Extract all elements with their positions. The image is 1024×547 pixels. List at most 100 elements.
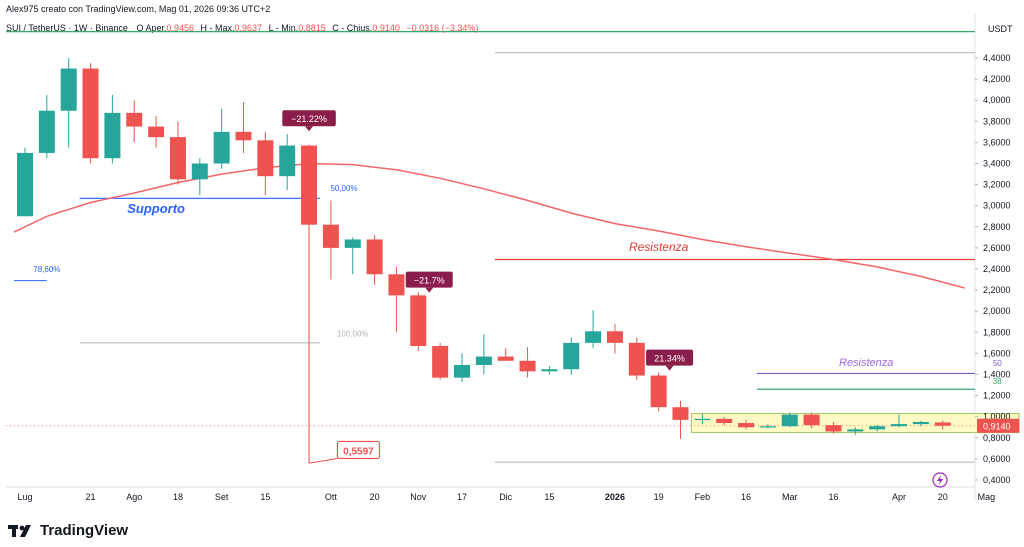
candle-body	[104, 112, 121, 159]
candle-body	[606, 331, 623, 343]
candle-body	[628, 342, 645, 376]
pct-callout-box	[405, 271, 453, 288]
candle-body	[563, 342, 580, 370]
candle-body	[934, 422, 951, 426]
candles-group	[17, 58, 951, 464]
x-tick-label: 15	[260, 492, 270, 502]
ohlc-c: C - Chius.0,9140	[332, 23, 400, 33]
lightning-icon	[932, 472, 948, 488]
pct-callout-pointer	[425, 287, 434, 293]
annotation-label: 100,00%	[337, 330, 369, 339]
candle-body	[17, 152, 33, 217]
x-tick-label: 19	[654, 492, 664, 502]
x-tick-label: 21	[86, 492, 96, 502]
y-tick-label: 1,6000	[983, 348, 1011, 358]
tradingview-brand: TradingView	[8, 522, 128, 539]
x-tick-label: Apr	[892, 492, 906, 502]
candle-body	[257, 140, 274, 177]
y-tick-label: 1,4000	[983, 370, 1011, 380]
x-tick-label: Set	[215, 492, 229, 502]
candle-body	[716, 418, 733, 424]
candle-body	[738, 423, 755, 428]
pct-callout-pointer	[665, 365, 674, 371]
y-tick-label: 3,2000	[983, 180, 1011, 190]
x-tick-label: Feb	[695, 492, 711, 502]
x-tick-label: 16	[828, 492, 838, 502]
y-tick-label: 4,2000	[983, 74, 1011, 84]
candle-body	[191, 163, 208, 180]
candle-body	[126, 112, 143, 127]
y-tick-label: 2,4000	[983, 264, 1011, 274]
candle-body	[694, 418, 711, 421]
candle-body	[322, 224, 339, 248]
y-tick-label: 0,4000	[983, 475, 1011, 485]
ohlc-h: H - Max.0,9637	[200, 23, 263, 33]
y-tick-label: 4,4000	[983, 53, 1011, 63]
candle-body	[650, 375, 667, 408]
candle-body	[60, 68, 77, 111]
candle-body	[454, 365, 470, 378]
annotation-label: 50,00%	[330, 184, 357, 193]
candle-body	[497, 356, 514, 361]
annotation-label: 38	[993, 377, 1002, 386]
candle-body	[825, 425, 842, 432]
ohlc-o: O Aper.0,9456	[136, 23, 194, 33]
candle-body	[82, 68, 99, 159]
pct-callout-text: 21.34%	[654, 354, 685, 364]
candle-body	[781, 414, 798, 427]
brand-name: TradingView	[40, 522, 129, 539]
y-tick-label: 0,6000	[983, 454, 1011, 464]
y-tick-label: 3,0000	[983, 201, 1011, 211]
candle-body	[759, 426, 776, 428]
x-tick-label: Lug	[17, 492, 32, 502]
y-tick-label: 1,0000	[983, 412, 1011, 422]
y-tick-label: 2,8000	[983, 222, 1011, 232]
pct-callout-text: −21.22%	[291, 114, 327, 124]
annotation-label: Resistenza	[839, 357, 893, 369]
candle-body	[672, 407, 689, 420]
ohlc-change: −0,0316 (−3,34%)	[406, 23, 479, 33]
candle-body	[519, 360, 536, 372]
x-tick-label: Ott	[325, 492, 338, 502]
creator-line: Alex975 creato con TradingView.com, Mag …	[6, 4, 271, 14]
x-tick-label: Nov	[410, 492, 427, 502]
candle-body	[891, 424, 907, 427]
symbol-info: SUI / TetherUS · 1W · Binance	[6, 23, 128, 33]
candle-body	[912, 421, 929, 425]
candle-body	[235, 131, 252, 141]
annotation-label: Resistenza	[629, 240, 689, 254]
lightning-bolt-icon	[937, 475, 943, 485]
price-marker-box	[336, 440, 381, 460]
annotation-label: 50	[993, 359, 1002, 368]
price-marker-text: 0,5597	[343, 446, 374, 457]
pct-callout-box	[646, 349, 694, 366]
x-tick-label: Mar	[782, 492, 798, 502]
x-tick-label: Dic	[499, 492, 512, 502]
y-tick-label: 2,2000	[983, 285, 1011, 295]
y-tick-label: 2,6000	[983, 243, 1011, 253]
moving-average-line	[13, 162, 965, 289]
candle-body	[344, 239, 361, 248]
candle-body	[279, 145, 296, 177]
candle-body	[541, 369, 558, 372]
candle-body	[585, 331, 602, 343]
candle-body	[475, 356, 492, 366]
last-price-label-box	[977, 418, 1019, 433]
candle-body	[847, 429, 864, 432]
candle-body	[169, 137, 186, 180]
candle-body	[410, 295, 427, 347]
x-tick-label: Ago	[126, 492, 142, 502]
candle-body	[148, 126, 165, 138]
annotation-label: Supporto	[127, 201, 185, 216]
x-tick-label: 17	[457, 492, 467, 502]
x-tick-label: Mag	[978, 492, 996, 502]
annotation-label: 78,60%	[33, 265, 60, 274]
y-tick-label: 3,8000	[983, 116, 1011, 126]
ohlc-line: SUI / TetherUS · 1W · Binance O Aper.0,9…	[6, 23, 478, 33]
x-tick-label: 16	[741, 492, 751, 502]
candle-body	[869, 426, 886, 430]
candle-body	[38, 110, 55, 153]
x-tick-label: 20	[938, 492, 948, 502]
y-tick-label: 1,8000	[983, 327, 1011, 337]
